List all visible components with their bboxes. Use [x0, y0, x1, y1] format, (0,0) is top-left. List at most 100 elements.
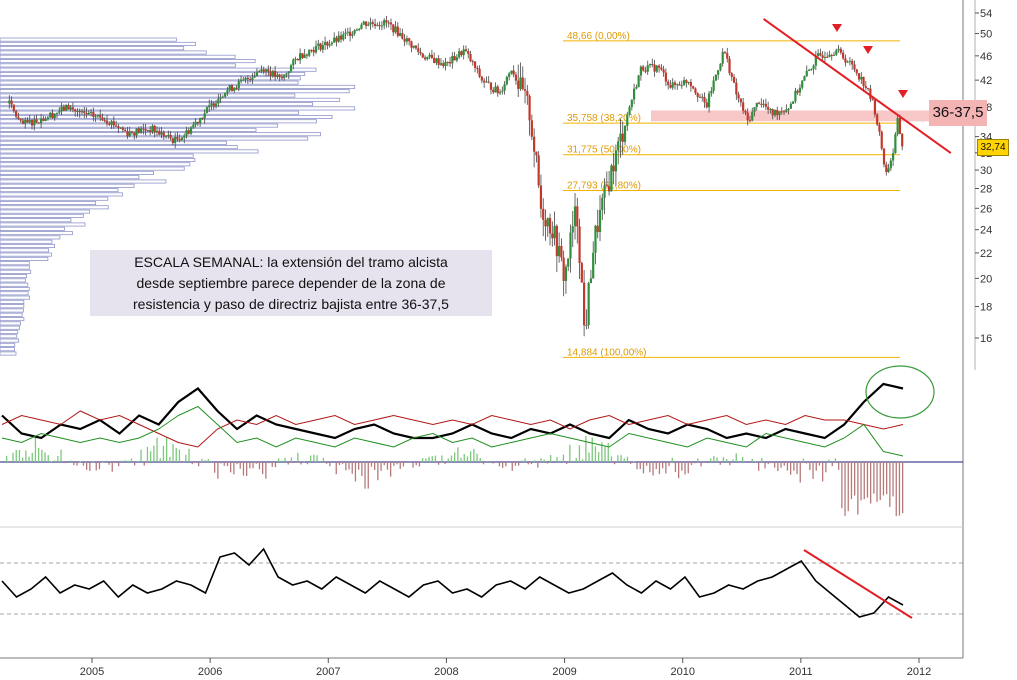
histogram-bar [188, 448, 190, 462]
candle-body [755, 102, 758, 108]
volume-profile-bar [0, 157, 196, 162]
candle-body [678, 84, 681, 86]
candle-body [635, 87, 638, 89]
candle-body [146, 130, 149, 132]
candle-body [319, 43, 322, 50]
histogram-bar [124, 460, 126, 462]
candle-body [289, 65, 293, 72]
histogram-bar [364, 462, 366, 489]
candle-body [889, 160, 892, 169]
histogram-bar [780, 462, 782, 468]
histogram-bar [783, 462, 785, 466]
histogram-bar [319, 461, 321, 462]
candle-body [685, 80, 688, 83]
candle-body [55, 112, 59, 114]
volume-profile-bar [0, 218, 72, 223]
candle-body [385, 20, 388, 23]
candle-body [614, 150, 618, 172]
histogram-bar [476, 453, 478, 462]
histogram-bar [351, 462, 353, 474]
candle-body [35, 119, 38, 123]
histogram-bar [748, 462, 750, 463]
histogram-bar [674, 462, 677, 473]
histogram-bar [534, 460, 536, 462]
candle-body [30, 119, 34, 126]
candle-body [876, 114, 879, 125]
candle-body [619, 133, 622, 142]
histogram-bar [726, 459, 728, 462]
candle-body [826, 56, 829, 58]
volume-profile-bar [0, 140, 227, 145]
candle-body [453, 56, 456, 61]
candle-body [873, 100, 877, 115]
candle-body [301, 53, 304, 59]
candle-body [24, 119, 27, 124]
candle-body [108, 123, 111, 125]
candle-body [69, 107, 72, 110]
histogram-bar [294, 462, 296, 463]
candle-body [519, 77, 522, 89]
candle-body [535, 151, 538, 156]
volume-profile-bar [0, 243, 56, 248]
candle-body [133, 132, 136, 136]
histogram-bar [722, 457, 725, 462]
histogram-bar [134, 462, 136, 466]
candle-body [12, 104, 15, 112]
histogram-bar [278, 458, 280, 462]
histogram-bar [380, 462, 382, 471]
candle-body [51, 112, 54, 119]
candle-body [171, 138, 174, 143]
volume-profile-bar [0, 119, 317, 124]
candle-body [85, 113, 88, 115]
candle-body [33, 119, 36, 126]
candle-body [462, 49, 465, 56]
histogram-bar [329, 462, 331, 467]
histogram-bar [450, 455, 453, 462]
indicator-2-oscillator [1, 547, 904, 618]
candle-body [698, 96, 702, 98]
candle-body [419, 51, 422, 54]
candle-body [180, 137, 184, 141]
histogram-bar [562, 454, 565, 462]
histogram-bar [716, 457, 718, 462]
candle-body [542, 208, 545, 220]
candle-body [44, 118, 47, 121]
candle-body [655, 65, 658, 72]
candle-body [583, 282, 586, 326]
candle-body [780, 111, 783, 113]
histogram-bar [844, 462, 846, 516]
candle-body [712, 80, 715, 91]
histogram-bar [706, 462, 709, 464]
histogram-bar [719, 462, 721, 465]
x-axis: 2005 2006 2007 2008 2009 2010 2011 2012 [0, 657, 963, 678]
candle-body [264, 69, 268, 72]
candle-body [564, 266, 568, 281]
candle-body [646, 65, 649, 72]
x-tick-label: 2006 [198, 666, 222, 678]
histogram-bar [300, 462, 302, 465]
candle-body [787, 108, 790, 110]
histogram-bar [34, 436, 37, 462]
candle-body [224, 92, 227, 97]
histogram-bar [809, 462, 811, 471]
candle-body [339, 35, 343, 40]
histogram-bar [143, 462, 145, 466]
histogram-bar [431, 456, 433, 462]
fib-level-label: 35,758 (38,20%) [567, 113, 641, 124]
histogram-bar [550, 455, 552, 462]
candle-body [89, 111, 93, 113]
candle-body [294, 58, 297, 60]
volume-profile-bar [0, 299, 25, 304]
candle-body [710, 90, 713, 94]
candle-body [71, 107, 75, 110]
candle-body [321, 44, 324, 50]
volume-profile-bar [0, 304, 25, 309]
candle-body [855, 69, 858, 74]
candle-body [58, 111, 61, 113]
histogram-bar [537, 462, 539, 468]
histogram-bar [121, 460, 123, 462]
histogram-bar [242, 462, 245, 476]
candle-body [737, 94, 740, 99]
candle-body [530, 120, 533, 137]
histogram-bar [233, 462, 235, 475]
